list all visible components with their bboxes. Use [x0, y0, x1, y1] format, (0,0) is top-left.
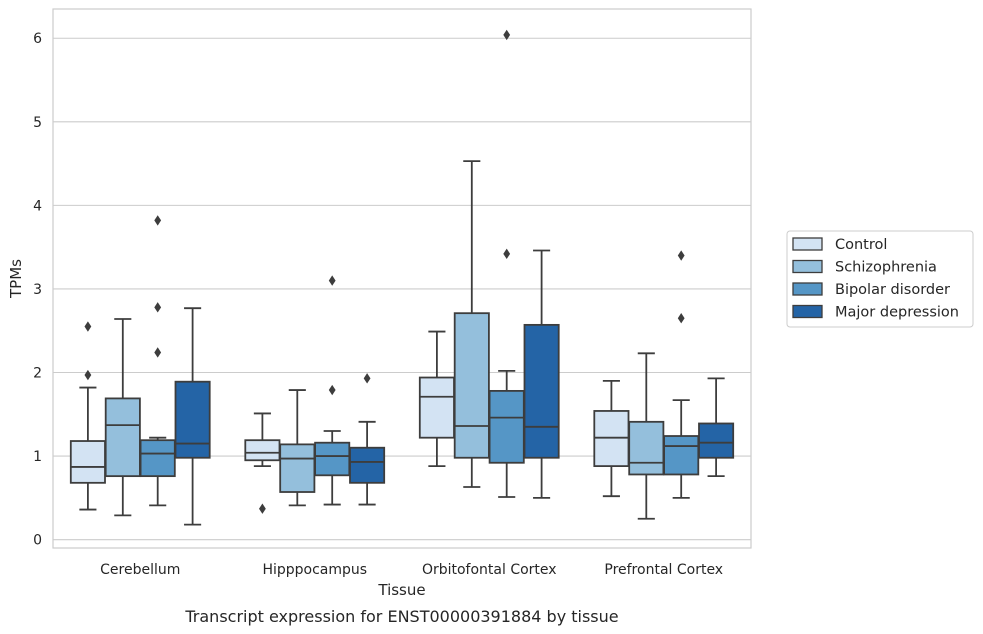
box-2-2: [488, 29, 525, 498]
box-1-1: [279, 389, 316, 507]
box-body: [279, 443, 316, 493]
box-body: [663, 435, 700, 476]
box-2-3: [523, 249, 560, 499]
legend-label: Major depression: [835, 305, 959, 321]
legend-label: Control: [835, 237, 887, 253]
outlier-point: [503, 248, 511, 260]
box-body: [349, 446, 386, 484]
y-tick-labels: 0 1 2 3 4 5 6: [33, 31, 42, 548]
y-tick-label: 6: [33, 31, 42, 47]
box-body: [488, 389, 525, 464]
box-body: [69, 440, 106, 484]
box-1-2: [314, 275, 351, 506]
y-tick-label: 0: [33, 533, 42, 549]
box-1-0: [244, 412, 281, 514]
y-tick-label: 5: [33, 115, 42, 131]
box-body: [698, 422, 735, 459]
box-3-0: [593, 379, 630, 498]
box-body: [244, 439, 281, 462]
box-2-1: [453, 160, 490, 488]
box-0-2: [139, 215, 176, 507]
outlier-point: [84, 369, 92, 381]
legend-swatch: [792, 237, 823, 251]
x-tick-labels: Cerebellum Hipppocampus Orbitofontal Corte…: [100, 562, 723, 578]
figure-caption: Transcript expression for ENST0000039188…: [184, 607, 618, 626]
y-tick-label: 2: [33, 366, 42, 382]
x-tick-label: Hipppocampus: [262, 562, 367, 578]
box-0-0: [69, 321, 106, 511]
outlier-point: [503, 29, 511, 41]
box-3-2: [663, 250, 700, 499]
box-0-1: [104, 318, 141, 517]
box-3-1: [628, 352, 665, 520]
outlier-point: [328, 275, 336, 286]
box-1-3: [349, 373, 386, 506]
box-0-3: [174, 307, 211, 526]
x-tick-label: Cerebellum: [100, 562, 180, 578]
box-body: [418, 376, 455, 439]
box-body: [104, 397, 141, 478]
box-3-3: [698, 377, 735, 478]
outlier-point: [363, 373, 371, 384]
x-axis-label: Tissue: [377, 581, 425, 599]
outlier-point: [154, 215, 162, 226]
x-tick-label: Orbitofontal Cortex: [422, 562, 557, 578]
y-tick-label: 3: [33, 282, 42, 298]
outlier-point: [677, 250, 685, 261]
legend-swatch: [792, 259, 823, 274]
y-tick-label: 1: [33, 449, 42, 465]
legend-label: Schizophrenia: [835, 260, 937, 276]
box-body: [139, 439, 176, 478]
outlier-point: [328, 384, 336, 396]
legend-label: Bipolar disorder: [835, 282, 950, 298]
plot-frame: [52, 8, 752, 549]
box-body: [628, 420, 665, 476]
legend: Control Schizophrenia Bipolar disorder Majo…: [786, 230, 974, 328]
x-tick-label: Prefrontal Cortex: [604, 562, 723, 578]
legend-frame: [786, 230, 974, 328]
box-body: [314, 441, 351, 477]
box-body: [523, 323, 560, 459]
y-tick-label: 4: [33, 198, 42, 214]
box-layer: [69, 29, 735, 526]
outlier-point: [677, 312, 685, 324]
box-body: [453, 312, 490, 459]
outlier-point: [154, 347, 162, 358]
legend-swatch: [792, 304, 823, 319]
legend-swatch: [792, 282, 823, 296]
y-axis-label: TPMs: [7, 259, 25, 299]
outlier-point: [259, 503, 266, 514]
outlier-point: [154, 302, 162, 313]
box-2-0: [418, 330, 455, 468]
box-body: [174, 380, 211, 459]
outlier-point: [84, 321, 92, 332]
